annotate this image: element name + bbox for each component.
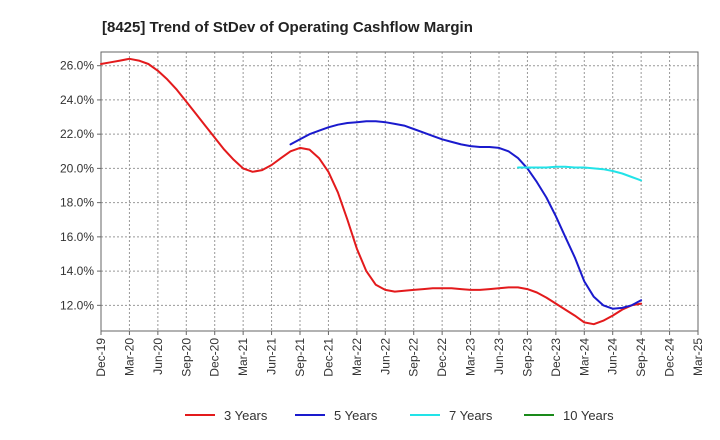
y-tick-label: 16.0% xyxy=(60,230,94,244)
legend-label-3: 10 Years xyxy=(563,408,614,423)
y-tick-label: 22.0% xyxy=(60,127,94,141)
x-tick-label: Sep-20 xyxy=(179,338,193,377)
x-tick-label: Sep-22 xyxy=(407,338,421,377)
y-tick-label: 20.0% xyxy=(60,161,94,175)
x-tick-label: Jun-22 xyxy=(378,338,392,375)
series-line-1 xyxy=(289,120,643,310)
x-tick-label: Mar-21 xyxy=(236,338,250,376)
series-line-0 xyxy=(100,57,643,326)
y-tick-label: 26.0% xyxy=(60,59,94,73)
x-tick-label: Mar-20 xyxy=(122,338,136,376)
x-tick-label: Dec-21 xyxy=(321,338,335,377)
x-tick-label: Sep-21 xyxy=(293,338,307,377)
y-tick-label: 14.0% xyxy=(60,264,94,278)
x-tick-label: Mar-23 xyxy=(464,338,478,376)
chart-title: [8425] Trend of StDev of Operating Cashf… xyxy=(102,19,473,36)
legend-label-0: 3 Years xyxy=(224,408,268,423)
y-axis: 12.0% 14.0% 16.0% 18.0% 20.0% 22.0% 24.0% 26.0% xyxy=(60,59,101,312)
grid xyxy=(100,52,699,331)
legend: 3 Years 5 Years 7 Years 10 Years xyxy=(185,408,614,423)
x-tick-label: Sep-23 xyxy=(520,338,534,377)
x-axis: Dec-19 Mar-20 Jun-20 Sep-20 Dec-20 Mar-21 Jun-… xyxy=(94,331,705,377)
plot-border xyxy=(100,51,699,332)
series-lines xyxy=(100,57,643,326)
x-tick-label: Dec-20 xyxy=(208,338,222,377)
series-line-2 xyxy=(517,165,643,182)
x-tick-label: Dec-22 xyxy=(435,338,449,377)
x-tick-label: Mar-24 xyxy=(577,338,591,376)
y-tick-label: 24.0% xyxy=(60,93,94,107)
x-tick-label: Jun-23 xyxy=(492,338,506,375)
legend-label-1: 5 Years xyxy=(334,408,378,423)
x-tick-label: Mar-25 xyxy=(691,338,705,376)
x-tick-label: Dec-24 xyxy=(663,338,677,377)
x-tick-label: Jun-21 xyxy=(265,338,279,375)
x-tick-label: Sep-24 xyxy=(634,338,648,377)
y-tick-label: 12.0% xyxy=(60,298,94,312)
x-tick-label: Jun-24 xyxy=(606,338,620,375)
x-tick-label: Jun-20 xyxy=(151,338,165,375)
x-tick-label: Dec-23 xyxy=(549,338,563,377)
x-tick-label: Mar-22 xyxy=(350,338,364,376)
x-tick-label: Dec-19 xyxy=(94,338,108,377)
y-tick-label: 18.0% xyxy=(60,196,94,210)
legend-label-2: 7 Years xyxy=(449,408,493,423)
